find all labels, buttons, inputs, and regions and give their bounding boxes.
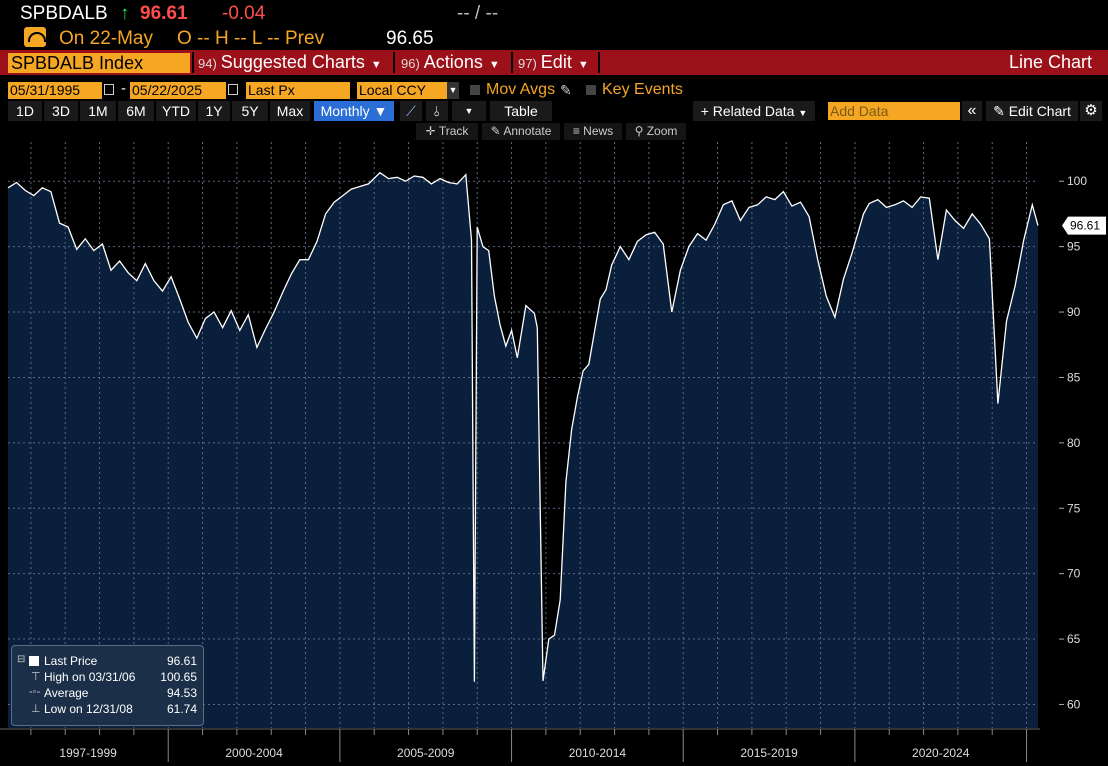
plot-area: 60 65 70 75 80 85 90 95 100 96.61 1997-1999 2000-20… xyxy=(0,142,1106,762)
chevron-down-icon[interactable]: ▼ xyxy=(447,82,459,99)
menu-divider xyxy=(598,52,600,73)
range-ytd-button[interactable]: YTD xyxy=(156,101,196,121)
bid-ask: -- / -- xyxy=(457,3,499,24)
calendar-icon[interactable] xyxy=(104,84,114,95)
track-tool[interactable]: ✛ Track xyxy=(416,123,478,140)
price-area xyxy=(8,172,1038,728)
average-marker-icon: -◦- xyxy=(29,686,41,698)
legend-last-value: 96.61 xyxy=(166,654,197,668)
annotate-tool[interactable]: ✎ Annotate xyxy=(482,123,560,140)
start-date-input[interactable]: 05/31/1995 xyxy=(8,82,102,99)
field-select[interactable]: Last Px xyxy=(246,82,350,99)
table-button[interactable]: Table xyxy=(490,101,552,121)
range-1d-button[interactable]: 1D xyxy=(8,101,42,121)
chevron-down-icon: ▼ xyxy=(798,108,808,118)
y-tick-label: 75 xyxy=(1067,501,1081,515)
quote-header: SPBDALB ↑ 96.61 -0.04 -- / -- xyxy=(0,0,1108,26)
double-chevron-left-icon[interactable]: « xyxy=(962,101,982,121)
x-tick-label: 2020-2024 xyxy=(912,746,970,760)
range-max-button[interactable]: Max xyxy=(270,101,310,121)
legend-low-value: 61.74 xyxy=(166,702,197,716)
menu-divider xyxy=(511,52,513,73)
x-tick-label: 2010-2014 xyxy=(569,746,627,760)
quote-subheader: On 22-May O -- H -- L -- Prev 96.65 xyxy=(0,26,1108,50)
x-tick-label: 2005-2009 xyxy=(397,746,455,760)
menu-divider xyxy=(192,52,194,73)
on-date: On 22-May xyxy=(59,28,153,49)
pencil-icon: ✎ xyxy=(490,124,501,138)
legend-average-label: Average xyxy=(44,686,89,700)
suggested-charts-menu[interactable]: 94) Suggested Charts ▼ xyxy=(198,52,382,72)
last-price: 96.61 xyxy=(140,3,188,24)
calendar-icon[interactable] xyxy=(228,84,238,95)
ohlc-prev: O -- H -- L -- Prev xyxy=(177,28,325,49)
chevron-down-icon: ▼ xyxy=(370,59,382,71)
gear-icon[interactable]: ⚙ xyxy=(1080,101,1102,121)
legend-high-label: High on 03/31/06 xyxy=(44,670,136,684)
legend-low-label: Low on 12/31/08 xyxy=(44,702,133,716)
search-icon: ⚲ xyxy=(634,124,644,138)
y-tick-label: 60 xyxy=(1067,697,1081,711)
add-data-input[interactable]: Add Data xyxy=(828,102,960,120)
key-events-label: Key Events xyxy=(602,81,683,98)
range-3d-button[interactable]: 3D xyxy=(44,101,78,121)
legend-high-value: 100.65 xyxy=(160,670,197,684)
edit-menu[interactable]: 97) Edit ▼ xyxy=(518,52,589,72)
related-data-button[interactable]: + Related Data ▼ xyxy=(693,101,815,121)
x-tick-label: 2000-2004 xyxy=(225,746,283,760)
y-tick-label: 70 xyxy=(1067,567,1081,581)
y-tick-label: 95 xyxy=(1067,240,1081,254)
pencil-icon: ✎ xyxy=(993,103,1005,119)
legend-average-value: 94.53 xyxy=(166,686,197,700)
legend-last-label: Last Price xyxy=(44,654,98,668)
prev-close: 96.65 xyxy=(386,28,434,49)
x-tick-label: 2015-2019 xyxy=(740,746,798,760)
y-tick-label: 100 xyxy=(1067,174,1087,188)
collapse-icon[interactable]: ⊟ xyxy=(17,654,26,665)
news-icon: ≡ xyxy=(572,124,580,138)
ticker-symbol: SPBDALB xyxy=(20,3,108,24)
last-value-label: 96.61 xyxy=(1070,219,1100,233)
range-5y-button[interactable]: 5Y xyxy=(232,101,268,121)
y-tick-label: 80 xyxy=(1067,436,1081,450)
zoom-tool[interactable]: ⚲ Zoom xyxy=(626,123,686,140)
y-tick-label: 90 xyxy=(1067,305,1081,319)
chart-type-label[interactable]: Line Chart xyxy=(1008,52,1092,72)
line-chart-icon[interactable]: ⟋ xyxy=(400,101,422,121)
chevron-down-icon[interactable]: ▼ xyxy=(452,101,486,121)
chevron-down-icon: ▼ xyxy=(577,59,589,71)
x-tick-label: 1997-1999 xyxy=(59,746,117,760)
range-1m-button[interactable]: 1M xyxy=(80,101,116,121)
menu-divider xyxy=(393,52,395,73)
security-field[interactable]: SPBDALB Index xyxy=(8,53,190,73)
up-arrow-icon: ↑ xyxy=(120,3,130,24)
price-line xyxy=(7,171,1039,682)
chevron-down-icon: ▼ xyxy=(488,59,500,71)
low-marker-icon: ⊥ xyxy=(31,703,41,715)
end-date-input[interactable]: 05/22/2025 xyxy=(130,82,226,99)
y-tick-label: 65 xyxy=(1067,632,1081,646)
price-change: -0.04 xyxy=(222,3,266,24)
edit-chart-button[interactable]: ✎ Edit Chart xyxy=(986,101,1078,121)
actions-menu[interactable]: 96) Actions ▼ xyxy=(401,52,500,72)
mov-avgs-checkbox[interactable] xyxy=(470,85,480,95)
high-marker-icon: ⊤ xyxy=(31,671,41,683)
gauge-icon[interactable] xyxy=(24,27,46,47)
news-tool[interactable]: ≡ News xyxy=(564,123,622,140)
key-events-checkbox[interactable] xyxy=(586,85,596,95)
mov-avgs-label: Mov Avgs xyxy=(486,81,556,98)
currency-select[interactable]: Local CCY xyxy=(357,82,447,99)
last-value-tag xyxy=(1062,216,1106,235)
pencil-icon[interactable]: ✎ xyxy=(560,82,572,98)
date-range-dash: - xyxy=(121,80,126,97)
last-price-swatch xyxy=(29,656,39,666)
range-1y-button[interactable]: 1Y xyxy=(198,101,230,121)
range-6m-button[interactable]: 6M xyxy=(118,101,154,121)
y-tick-label: 85 xyxy=(1067,370,1081,384)
bar-style-icon[interactable]: ⫰ xyxy=(426,101,448,121)
period-select[interactable]: Monthly ▼ xyxy=(314,101,394,121)
chart-legend[interactable]: ⊟ Last Price 96.61 ⊤ High on 03/31/06 10… xyxy=(11,645,204,726)
crosshair-icon: ✛ xyxy=(425,124,436,138)
